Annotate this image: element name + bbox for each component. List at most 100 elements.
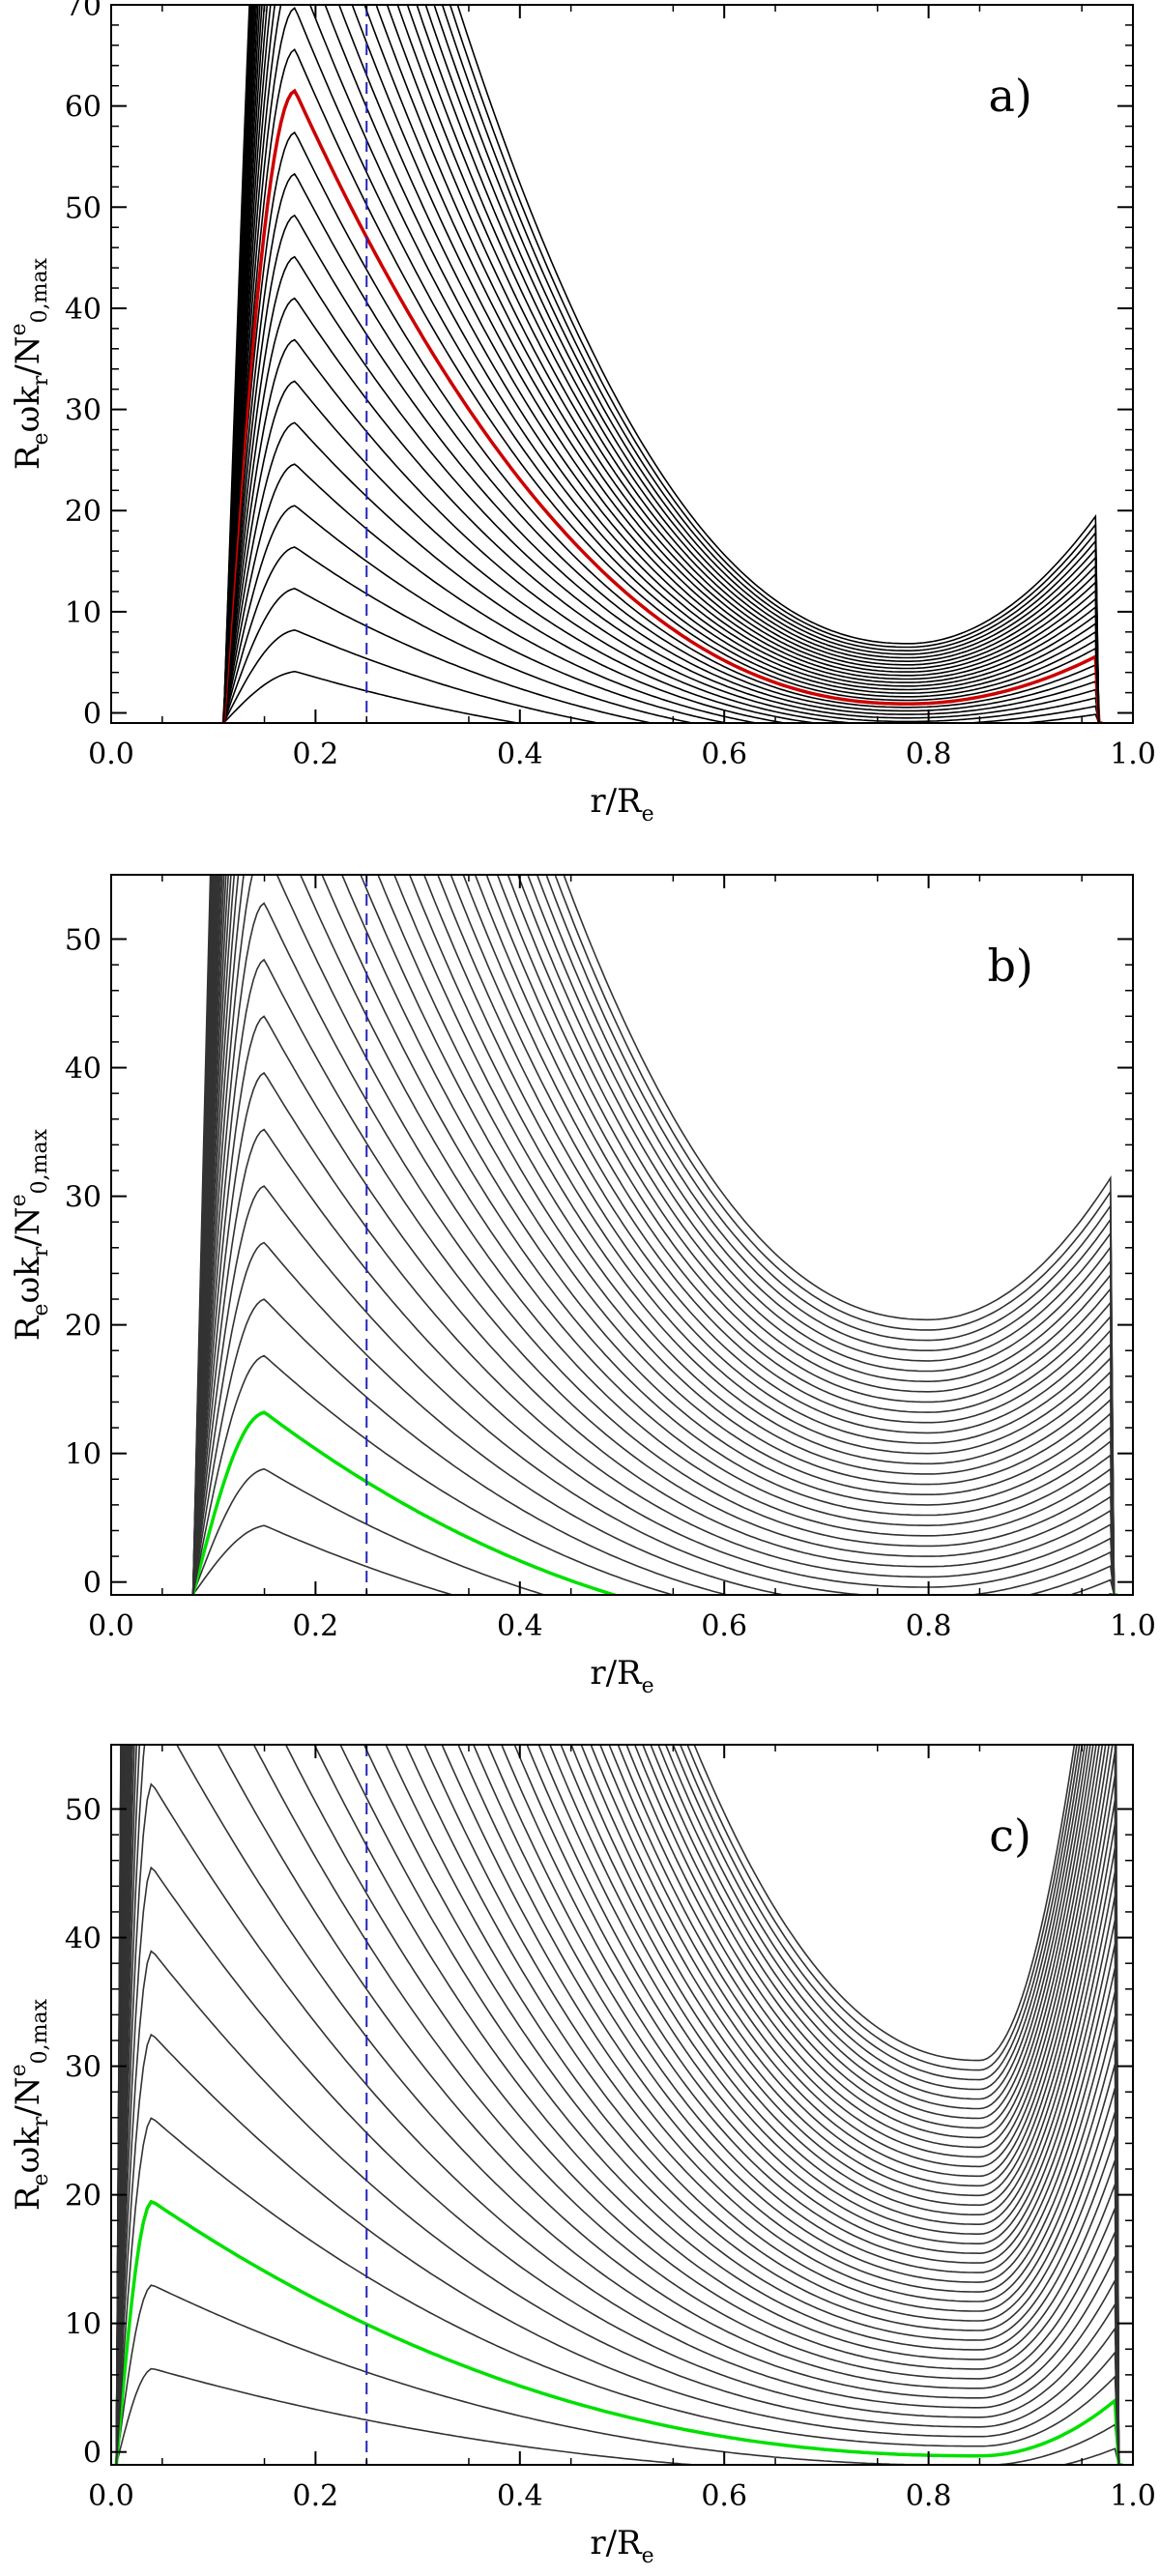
curve-15 <box>222 47 1103 723</box>
plot-frame <box>110 4 1134 724</box>
y-tick-label: 0 <box>83 1567 102 1601</box>
curve-10 <box>115 1745 1123 2465</box>
curve-31 <box>222 5 1103 723</box>
curve-9 <box>115 1745 1123 2465</box>
curve-6 <box>115 1866 1123 2465</box>
x-tick-label: 0.0 <box>88 738 134 771</box>
curve-3 <box>115 2117 1123 2465</box>
curve-30 <box>191 875 1118 1595</box>
x-axis-label: r/Re <box>590 782 653 826</box>
curve-25 <box>222 5 1103 723</box>
curve-31 <box>115 1745 1123 2465</box>
curve-11 <box>191 902 1118 1595</box>
curve-22 <box>191 875 1118 1595</box>
curve-5 <box>191 1241 1118 1595</box>
x-axis-label: r/Re <box>590 2524 653 2568</box>
curve-41 <box>115 1745 1123 2465</box>
curve-33 <box>115 1745 1123 2465</box>
curve-39 <box>115 1745 1123 2465</box>
curve-29 <box>115 1745 1123 2465</box>
curve-18 <box>191 875 1118 1595</box>
curve-25 <box>115 1745 1123 2465</box>
y-tick-label: 50 <box>65 1794 102 1828</box>
curve-4 <box>222 505 1103 723</box>
curve-12 <box>115 1745 1123 2465</box>
x-tick-label: 0.4 <box>497 1609 543 1643</box>
curve-38 <box>115 1745 1123 2465</box>
curve-23 <box>191 875 1118 1595</box>
curve-19 <box>191 875 1118 1595</box>
y-tick-label: 30 <box>65 394 102 428</box>
y-tick-label: 20 <box>65 2180 102 2214</box>
x-axis-label: r/Re <box>590 1654 653 1698</box>
curve-24 <box>115 1745 1123 2465</box>
curve-15 <box>191 875 1118 1595</box>
curve-25 <box>191 875 1118 1595</box>
curve-26 <box>191 875 1118 1595</box>
curve-29 <box>191 875 1118 1595</box>
curve-1 <box>222 628 1103 723</box>
panel-b: 0.0 0.2 0.4 0.6 0.8 1.0 0 10 20 30 40 50 b) r/Re Reωkr… <box>7 874 1156 1698</box>
curve-1 <box>115 2284 1123 2465</box>
curve-8 <box>115 1745 1123 2465</box>
curve-30 <box>115 1745 1123 2465</box>
y-tick-label: 0 <box>83 698 102 732</box>
curve-8 <box>222 338 1103 723</box>
highlighted-curve <box>221 88 1103 723</box>
y-tick-label: 50 <box>65 924 102 958</box>
curve-20 <box>191 875 1118 1595</box>
y-tick-label: 40 <box>65 293 102 327</box>
curve-24 <box>191 875 1118 1595</box>
curve-19 <box>222 5 1103 723</box>
curve-21 <box>115 1745 1123 2465</box>
curve-43 <box>115 1745 1123 2465</box>
curve-13 <box>115 1745 1123 2465</box>
y-axis-label: Reωkr/Ne0,max <box>7 1998 53 2211</box>
curve-18 <box>222 5 1103 723</box>
curve-1 <box>191 1467 1118 1595</box>
curve-11 <box>222 214 1103 723</box>
x-tick-label: 0.0 <box>88 1609 134 1643</box>
y-axis-label: Reωkr/Ne0,max <box>7 257 53 470</box>
curve-4 <box>191 1298 1118 1595</box>
curve-10 <box>222 255 1103 723</box>
curve-9 <box>222 297 1103 723</box>
curve-5 <box>222 463 1103 723</box>
curve-7 <box>115 1782 1123 2465</box>
curve-family <box>114 1745 1123 2465</box>
curve-26 <box>222 5 1103 723</box>
curve-26 <box>115 1745 1123 2465</box>
panel-label: b) <box>987 940 1032 992</box>
panel-label: c) <box>989 1809 1031 1862</box>
x-tick-label: 0.6 <box>701 2479 747 2513</box>
x-tick-label: 1.0 <box>1110 738 1156 771</box>
curve-6 <box>222 421 1103 723</box>
y-axis-label: Reωkr/Ne0,max <box>7 1128 53 1341</box>
curve-32 <box>115 1745 1123 2465</box>
panel-a: 0.0 0.2 0.4 0.6 0.8 1.0 0 10 20 30 40 50 60 70 a) r/Re R… <box>7 0 1156 826</box>
curve-17 <box>115 1745 1123 2465</box>
curve-family <box>190 875 1118 1595</box>
curve-16 <box>222 7 1103 723</box>
curve-19 <box>115 1745 1123 2465</box>
x-tick-label: 0.8 <box>906 2479 952 2513</box>
curve-33 <box>191 875 1118 1595</box>
curve-35 <box>115 1745 1123 2465</box>
x-tick-label: 0.8 <box>906 1609 952 1643</box>
curve-3 <box>191 1354 1118 1595</box>
curve-34 <box>115 1745 1123 2465</box>
curve-12 <box>191 875 1118 1595</box>
y-tick-label: 10 <box>65 1438 102 1472</box>
curve-24 <box>222 5 1103 723</box>
curve-27 <box>222 5 1103 723</box>
curve-5 <box>115 1950 1123 2465</box>
curve-42 <box>115 1745 1123 2465</box>
y-tick-label: 30 <box>65 1181 102 1215</box>
curve-12 <box>222 172 1103 723</box>
y-tick-label: 70 <box>65 0 102 23</box>
plot-frame <box>110 1744 1134 2466</box>
y-tick-label: 40 <box>65 1923 102 1956</box>
curve-16 <box>115 1745 1123 2465</box>
x-tick-label: 0.2 <box>293 2479 339 2513</box>
